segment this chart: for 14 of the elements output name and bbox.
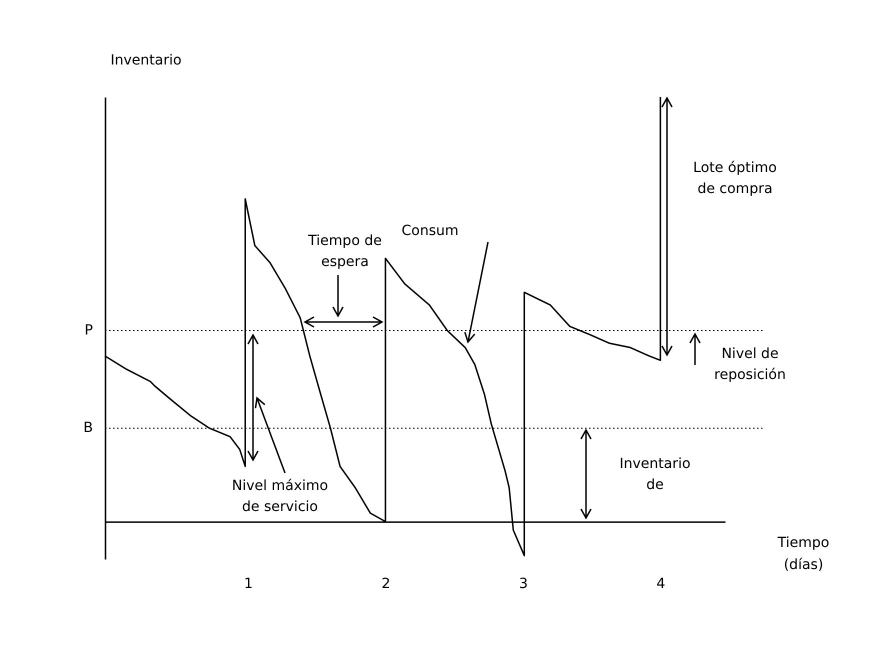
x-tick-label: 1 <box>244 576 253 592</box>
annotation: Inventario de <box>619 456 691 493</box>
ref-line-label: B <box>83 420 93 436</box>
annotation: Tiempo de espera <box>307 233 382 270</box>
annotation: Lote óptimo de compra <box>693 160 777 197</box>
x-tick-label: 3 <box>518 576 528 592</box>
y-axis-title: Inventario <box>110 52 182 68</box>
annotation: Nivel de reposición <box>714 346 786 383</box>
ref-line-label: P <box>84 322 93 339</box>
annotation: Nivel máximo de servicio <box>232 478 328 515</box>
annotation: Consum <box>401 223 459 239</box>
x-tick-label: 2 <box>381 576 390 592</box>
x-axis-title: Tiempo (días) <box>776 535 830 574</box>
x-tick-label: 4 <box>656 576 666 592</box>
